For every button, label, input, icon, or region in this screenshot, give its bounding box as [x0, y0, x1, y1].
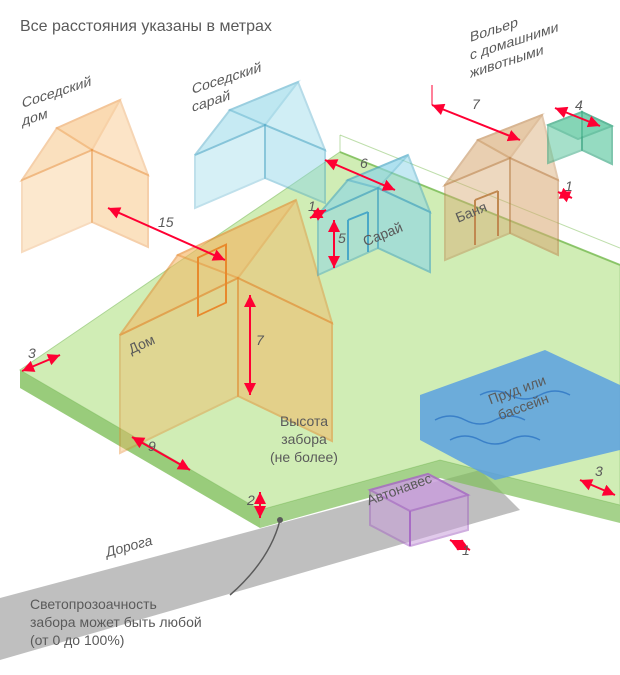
label-neighbor-barn: Соседский сарай: [192, 80, 261, 116]
dim-15: 15: [158, 214, 174, 230]
dim-6: 6: [360, 155, 368, 171]
dim-7: 7: [472, 96, 480, 112]
dim-h7: 7: [256, 332, 264, 348]
dim-3b: 3: [595, 463, 603, 479]
label-fence-height: Высота забора (не более): [270, 412, 338, 467]
scene-svg: [0, 0, 620, 675]
dim-4: 4: [575, 97, 583, 113]
label-transparency: Светопрозоачность забора может быть любо…: [30, 595, 202, 650]
dim-9: 9: [148, 438, 156, 454]
label-neighbor-house: Соседский дом: [22, 94, 91, 130]
dim-1c: 1: [462, 542, 470, 558]
title: Все расстояния указаны в метрах: [20, 18, 272, 36]
dim-1a: 1: [308, 198, 316, 214]
dim-2: 2: [247, 492, 255, 508]
dim-5: 5: [338, 230, 346, 246]
aviary: [548, 112, 612, 164]
dim-1b: 1: [565, 178, 573, 194]
label-aviary: Вольер с домашними животными: [470, 28, 558, 83]
dim-3a: 3: [28, 345, 36, 361]
